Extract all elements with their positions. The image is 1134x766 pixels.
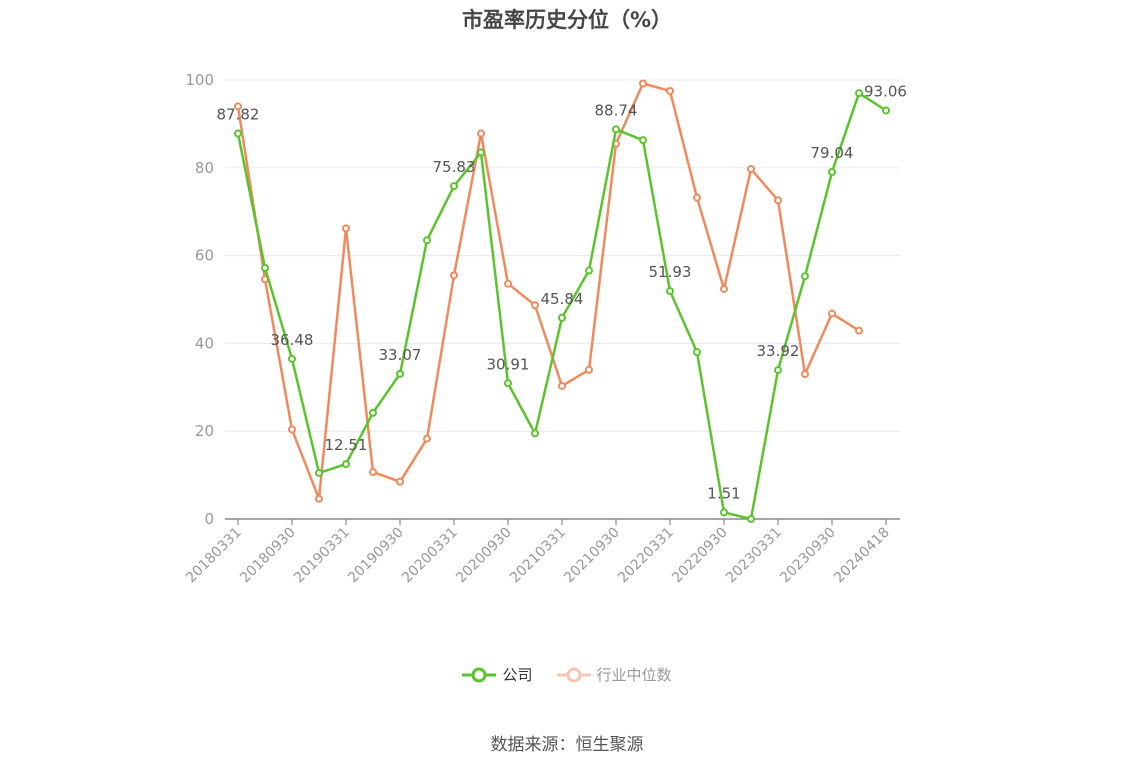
data-point	[774, 366, 782, 375]
x-tick-label: 20190930	[345, 525, 407, 587]
y-tick-label: 20	[195, 422, 214, 440]
legend-item-company[interactable]: 公司	[462, 664, 533, 685]
data-point	[342, 224, 350, 233]
x-tick-label: 20180930	[237, 525, 299, 587]
data-label: 12.51	[325, 436, 368, 454]
data-source: 数据来源：恒生聚源	[490, 735, 644, 755]
legend-company-icon	[462, 667, 497, 682]
data-point	[369, 408, 377, 417]
data-point	[639, 79, 647, 88]
y-tick-label: 40	[195, 334, 214, 352]
data-label: 51.93	[649, 263, 692, 281]
data-label: 1.51	[707, 484, 740, 502]
data-label: 36.48	[271, 331, 314, 349]
x-tick-label: 20210930	[561, 525, 623, 587]
data-point	[801, 272, 809, 281]
data-label: 45.84	[541, 290, 584, 308]
data-point	[666, 287, 674, 296]
data-label: 88.74	[595, 101, 638, 119]
data-point	[855, 89, 863, 98]
data-point	[693, 348, 701, 357]
data-point	[585, 365, 593, 374]
legend: 公司 行业中位数	[0, 664, 1134, 685]
data-point	[720, 284, 728, 293]
data-point	[747, 515, 755, 523]
data-point	[423, 434, 431, 443]
x-tick-label: 20200930	[453, 525, 515, 587]
data-point	[558, 313, 566, 322]
data-point	[531, 429, 539, 438]
data-point	[666, 86, 674, 95]
data-point	[261, 263, 269, 272]
data-point	[612, 125, 620, 134]
data-label: 33.07	[379, 346, 422, 364]
x-tick-label: 20180331	[183, 525, 245, 587]
x-tick-label: 20240418	[831, 525, 893, 587]
data-point	[747, 165, 755, 174]
data-point	[423, 236, 431, 245]
data-label: 93.06	[864, 82, 907, 100]
data-point	[396, 369, 404, 378]
data-point	[315, 494, 323, 503]
data-point	[693, 193, 701, 202]
data-point	[288, 354, 296, 363]
data-point	[288, 425, 296, 434]
x-tick-label: 20230930	[777, 525, 839, 587]
data-point	[504, 279, 512, 288]
data-point	[774, 196, 782, 205]
legend-item-industry[interactable]: 行业中位数	[556, 664, 672, 685]
chart-title: 市盈率历史分位（%）	[461, 8, 673, 32]
data-point	[342, 460, 350, 469]
y-tick-label: 60	[195, 247, 214, 265]
x-tick-label: 20190331	[291, 525, 353, 587]
data-point	[882, 106, 890, 115]
x-tick-label: 20200331	[399, 525, 461, 587]
data-point	[558, 381, 566, 390]
data-point	[477, 148, 485, 157]
data-point	[450, 271, 458, 280]
series-line-1	[236, 82, 860, 501]
data-label: 87.82	[217, 105, 260, 123]
data-point	[369, 468, 377, 477]
x-tick-label: 20230331	[723, 525, 785, 587]
data-point	[828, 309, 836, 318]
y-tick-label: 80	[195, 159, 214, 177]
data-point	[396, 477, 404, 486]
x-tick-label: 20220331	[615, 525, 677, 587]
data-point	[450, 182, 458, 191]
data-point	[504, 379, 512, 388]
x-tick-label: 20210331	[507, 525, 569, 587]
data-point	[315, 468, 323, 477]
y-tick-label: 0	[204, 510, 214, 528]
legend-industry-icon	[556, 667, 591, 682]
data-label: 30.91	[487, 355, 530, 373]
data-point	[639, 136, 647, 145]
legend-company-label: 公司	[502, 666, 533, 684]
legend-industry-label: 行业中位数	[596, 666, 672, 684]
data-point	[234, 129, 242, 138]
data-point	[531, 301, 539, 310]
x-tick-label: 20220930	[669, 525, 731, 587]
data-label: 75.83	[433, 158, 476, 176]
y-tick-label: 100	[185, 71, 214, 89]
data-point	[585, 266, 593, 275]
data-label: 33.92	[757, 342, 800, 360]
data-label: 79.04	[811, 144, 854, 162]
data-point	[828, 168, 836, 177]
data-point	[477, 129, 485, 138]
data-point	[855, 326, 863, 335]
data-point	[801, 370, 809, 379]
data-point	[720, 508, 728, 517]
data-point	[234, 102, 242, 111]
